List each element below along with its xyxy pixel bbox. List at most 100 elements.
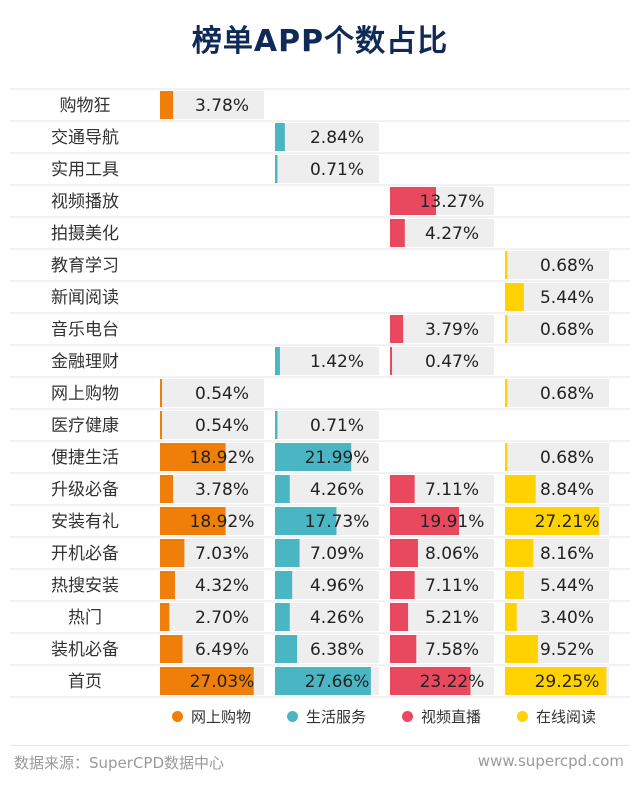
cell-background bbox=[275, 347, 379, 375]
bar-生活服务 bbox=[275, 443, 352, 471]
bar-生活服务 bbox=[275, 539, 300, 567]
bar-生活服务 bbox=[275, 635, 298, 663]
data-label: 21.99% bbox=[305, 448, 370, 468]
category-label: 音乐电台 bbox=[51, 320, 119, 340]
data-label: 7.03% bbox=[195, 544, 249, 564]
data-label: 4.32% bbox=[195, 576, 249, 596]
data-label: 27.21% bbox=[535, 512, 600, 532]
website-url[interactable]: www.supercpd.com bbox=[477, 752, 624, 770]
cell-background bbox=[160, 91, 264, 119]
bar-生活服务 bbox=[275, 411, 278, 439]
data-label: 5.44% bbox=[540, 576, 594, 596]
data-label: 3.40% bbox=[540, 608, 594, 628]
cell-background bbox=[390, 315, 494, 343]
bar-网上购物 bbox=[160, 571, 175, 599]
data-label: 6.49% bbox=[195, 640, 249, 660]
bar-在线阅读 bbox=[505, 379, 508, 407]
data-label: 0.71% bbox=[310, 160, 364, 180]
data-label: 4.96% bbox=[310, 576, 364, 596]
data-label: 19.91% bbox=[420, 512, 485, 532]
cell-background bbox=[505, 251, 609, 279]
cell-background bbox=[390, 347, 494, 375]
bar-在线阅读 bbox=[505, 475, 536, 503]
cell-background bbox=[505, 443, 609, 471]
bar-在线阅读 bbox=[505, 571, 524, 599]
bar-在线阅读 bbox=[505, 507, 600, 535]
data-source-note: 数据来源：SuperCPD数据中心 bbox=[14, 754, 225, 772]
legend-item-3: 在线阅读 bbox=[517, 706, 596, 727]
bar-视频直播 bbox=[390, 635, 417, 663]
category-label: 装机必备 bbox=[51, 640, 119, 660]
bar-网上购物 bbox=[160, 539, 185, 567]
bar-视频直播 bbox=[390, 219, 405, 247]
legend-swatch-3 bbox=[517, 711, 528, 722]
data-label: 13.27% bbox=[420, 192, 485, 212]
bar-视频直播 bbox=[390, 507, 460, 535]
cell-background bbox=[505, 603, 609, 631]
legend-swatch-0 bbox=[172, 711, 183, 722]
bar-网上购物 bbox=[160, 507, 226, 535]
legend-label-2: 视频直播 bbox=[421, 708, 482, 726]
category-label: 网上购物 bbox=[51, 384, 119, 404]
bar-在线阅读 bbox=[505, 603, 517, 631]
cell-background bbox=[160, 411, 264, 439]
legend-item-1: 生活服务 bbox=[287, 706, 366, 727]
bar-在线阅读 bbox=[505, 251, 508, 279]
data-label: 0.71% bbox=[310, 416, 364, 436]
data-label: 8.06% bbox=[425, 544, 479, 564]
data-label: 5.44% bbox=[540, 288, 594, 308]
bar-视频直播 bbox=[390, 603, 409, 631]
data-label: 2.70% bbox=[195, 608, 249, 628]
data-label: 7.58% bbox=[425, 640, 479, 660]
bar-视频直播 bbox=[390, 187, 437, 215]
data-label: 2.84% bbox=[310, 128, 364, 148]
bar-视频直播 bbox=[390, 539, 418, 567]
data-label: 0.68% bbox=[540, 256, 594, 276]
data-label: 0.68% bbox=[540, 320, 594, 340]
bar-视频直播 bbox=[390, 475, 415, 503]
data-label: 7.09% bbox=[310, 544, 364, 564]
data-label: 3.78% bbox=[195, 480, 249, 500]
data-label: 5.21% bbox=[425, 608, 479, 628]
cell-background bbox=[160, 571, 264, 599]
category-label: 金融理财 bbox=[51, 352, 119, 372]
bar-生活服务 bbox=[275, 123, 285, 151]
category-label: 热搜安装 bbox=[51, 576, 119, 596]
data-label: 0.47% bbox=[425, 352, 479, 372]
legend-label-0: 网上购物 bbox=[191, 708, 252, 726]
data-label: 27.66% bbox=[305, 672, 370, 692]
footer-divider bbox=[10, 745, 630, 746]
legend-swatch-1 bbox=[287, 711, 298, 722]
category-label: 交通导航 bbox=[51, 128, 119, 148]
cell-background bbox=[275, 123, 379, 151]
data-label: 4.26% bbox=[310, 480, 364, 500]
data-label: 23.22% bbox=[420, 672, 485, 692]
data-label: 6.38% bbox=[310, 640, 364, 660]
cell-background bbox=[160, 475, 264, 503]
bar-生活服务 bbox=[275, 507, 337, 535]
bar-在线阅读 bbox=[505, 315, 508, 343]
legend-swatch-2 bbox=[402, 711, 413, 722]
bar-视频直播 bbox=[390, 667, 471, 695]
data-label: 8.84% bbox=[540, 480, 594, 500]
cell-background bbox=[275, 155, 379, 183]
category-label: 教育学习 bbox=[51, 256, 119, 276]
cell-background bbox=[160, 603, 264, 631]
bar-生活服务 bbox=[275, 667, 371, 695]
bar-在线阅读 bbox=[505, 539, 534, 567]
data-label: 8.16% bbox=[540, 544, 594, 564]
category-label: 实用工具 bbox=[51, 160, 119, 180]
data-label: 7.11% bbox=[425, 576, 479, 596]
category-label: 热门 bbox=[68, 608, 102, 628]
bar-在线阅读 bbox=[505, 635, 539, 663]
data-label: 4.26% bbox=[310, 608, 364, 628]
cell-background bbox=[275, 603, 379, 631]
bar-在线阅读 bbox=[505, 283, 524, 311]
data-label: 3.78% bbox=[195, 96, 249, 116]
bar-视频直播 bbox=[390, 347, 392, 375]
data-label: 0.54% bbox=[195, 384, 249, 404]
legend-item-2: 视频直播 bbox=[402, 706, 481, 727]
bar-视频直播 bbox=[390, 315, 404, 343]
bar-生活服务 bbox=[275, 347, 280, 375]
chart-area: 购物狂 3.78% 交通导航 2.84% 实用工具 0.71% 视频播放 13.27% 拍摄美化… bbox=[10, 88, 630, 698]
